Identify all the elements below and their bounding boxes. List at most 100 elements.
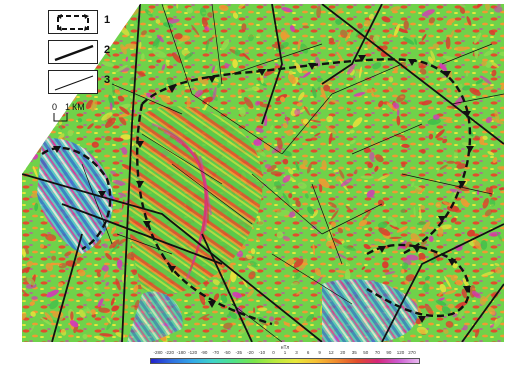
anomaly-blob: [326, 115, 333, 123]
anomaly-blob: [181, 90, 185, 96]
anomaly-blob: [237, 88, 242, 96]
anomaly-blob: [111, 226, 117, 235]
anomaly-blob: [421, 9, 435, 17]
anomaly-blob: [32, 13, 41, 21]
anomaly-blob: [246, 265, 258, 273]
anomaly-blob: [435, 299, 447, 306]
anomaly-blob: [307, 206, 315, 215]
anomaly-blob: [424, 276, 430, 281]
anomaly-blob: [367, 162, 374, 169]
colorbar-tick-label: -90: [200, 350, 208, 355]
anomaly-blob: [444, 290, 457, 295]
anomaly-blob: [386, 102, 398, 112]
anomaly-blob: [40, 317, 52, 326]
anomaly-blob: [131, 8, 140, 16]
anomaly-blob: [58, 263, 67, 269]
anomaly-blob: [389, 236, 402, 240]
anomaly-blob: [443, 120, 454, 124]
anomaly-blob: [248, 271, 256, 280]
ring-arrowhead: [438, 216, 446, 223]
anomaly-blob: [381, 16, 391, 23]
anomaly-blob: [450, 217, 457, 223]
anomaly-blob: [173, 33, 183, 40]
anomaly-blob: [449, 188, 463, 194]
anomaly-blob: [148, 46, 162, 51]
anomaly-blob: [238, 4, 246, 9]
colorbar-tick-label: 20: [340, 350, 346, 355]
anomaly-blob: [480, 239, 488, 250]
anomaly-blob: [369, 151, 375, 161]
anomaly-blob: [139, 41, 142, 49]
anomaly-blob: [368, 13, 374, 20]
ring-structure-boundary: [141, 58, 472, 256]
anomaly-blob: [77, 269, 86, 277]
anomaly-blob: [421, 221, 431, 233]
anomaly-blob: [141, 30, 147, 36]
anomaly-blob: [185, 312, 194, 317]
anomaly-blob: [419, 207, 422, 221]
legend-swatch-1: [48, 10, 98, 34]
colorbar-tick-label: -180: [176, 350, 186, 355]
ring-arrowhead: [258, 69, 266, 76]
negative-anomaly-zone-south: [322, 279, 418, 342]
minor-fault-line: [441, 43, 493, 65]
minor-fault-line: [111, 83, 183, 115]
anomaly-blob: [134, 299, 140, 311]
anomaly-blob: [363, 20, 371, 27]
anomaly-blob: [282, 122, 288, 129]
anomaly-blob: [407, 229, 422, 235]
anomaly-blob: [264, 164, 272, 169]
anomaly-blob: [244, 48, 250, 54]
anomaly-blob: [368, 244, 380, 248]
anomaly-blob: [254, 100, 261, 106]
minor-fault-line: [351, 123, 423, 155]
anomaly-blob: [377, 199, 385, 207]
anomaly-blob: [337, 227, 344, 234]
anomaly-blob: [346, 107, 351, 111]
anomaly-blob: [419, 188, 425, 194]
anomaly-blob: [293, 272, 301, 280]
anomaly-blob: [90, 99, 98, 112]
ring-arrowhead: [466, 146, 474, 153]
anomaly-blob: [398, 336, 405, 342]
anomaly-blob: [430, 50, 436, 62]
anomaly-blob: [401, 269, 405, 274]
colorbar-unit-label: нТл: [280, 345, 290, 351]
anomaly-blob: [91, 141, 99, 148]
anomaly-blob: [32, 165, 38, 178]
anomaly-blob: [318, 178, 330, 188]
anomaly-blob: [420, 240, 428, 245]
anomaly-blob: [277, 138, 283, 150]
minor-fault-line: [401, 173, 493, 195]
anomaly-blob: [234, 49, 241, 56]
anomaly-blob: [294, 62, 303, 74]
anomaly-blob: [249, 260, 259, 268]
anomaly-blob: [441, 306, 451, 315]
minor-fault-line: [191, 93, 283, 155]
colorbar-ticks: -280 -220 -180 -120 -90 -70 -50 -35 -20 -10 0 1 3 6 9 1…: [150, 350, 420, 358]
anomaly-blob: [25, 134, 39, 140]
anomaly-blob: [485, 187, 492, 194]
anomaly-blob: [484, 209, 493, 217]
ring-arrowhead: [408, 59, 416, 66]
anomaly-blob: [288, 70, 293, 75]
anomaly-blob: [117, 95, 125, 102]
anomaly-blob: [328, 37, 335, 43]
anomaly-blob: [439, 224, 452, 230]
anomaly-blob: [335, 270, 348, 274]
ring-arrowhead: [458, 181, 466, 188]
colorbar-tick-label: 3: [295, 350, 298, 355]
anomaly-blob: [105, 253, 112, 260]
colorbar-tick-label: -10: [258, 350, 266, 355]
anomaly-blob: [52, 311, 64, 318]
anomaly-blob: [288, 211, 296, 218]
anomaly-blob: [469, 87, 481, 96]
anomaly-blob: [112, 209, 123, 214]
anomaly-blob: [98, 307, 110, 313]
anomaly-blob: [361, 85, 368, 93]
anomaly-blob: [87, 123, 94, 130]
anomaly-blob: [442, 201, 452, 207]
anomaly-blob: [248, 34, 254, 42]
anomaly-blob: [314, 132, 321, 137]
anomaly-blob: [250, 248, 256, 255]
